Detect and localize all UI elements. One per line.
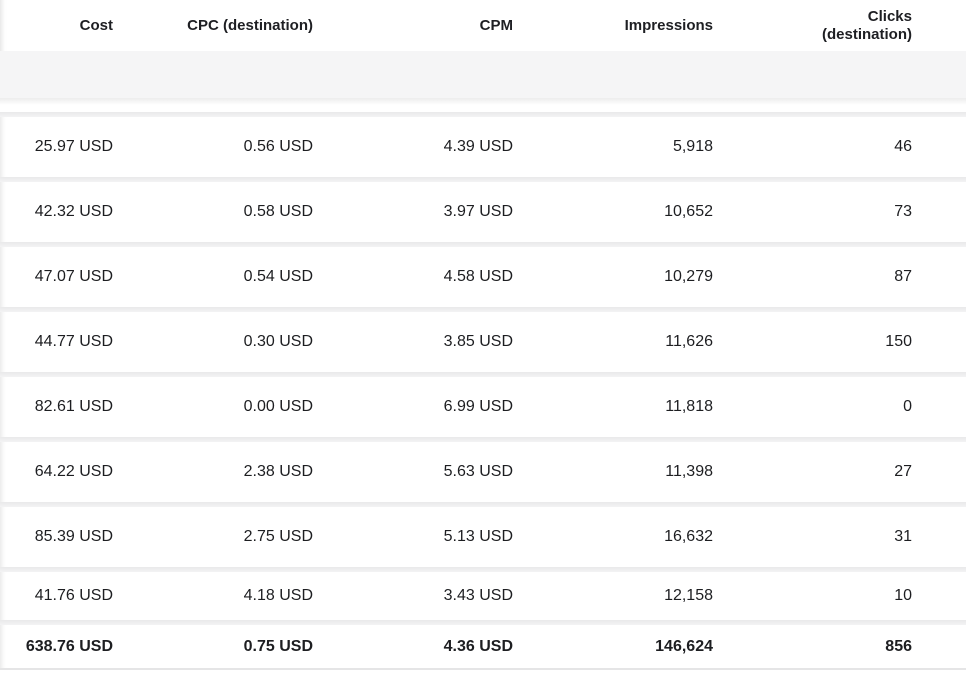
cell-cpm: 3.85 USD: [443, 333, 513, 350]
table-row[interactable]: 44.77 USD 0.30 USD 3.85 USD 11,626 150: [0, 312, 966, 372]
summary-band: [0, 51, 966, 98]
cell-cost: 25.97 USD: [34, 138, 113, 155]
table-row[interactable]: 85.39 USD 2.75 USD 5.13 USD 16,632 31: [0, 507, 966, 567]
total-cost: 638.76 USD: [25, 637, 113, 655]
row-separator: [0, 242, 966, 247]
table-row[interactable]: 47.07 USD 0.54 USD 4.58 USD 10,279 87: [0, 247, 966, 307]
cell-cpm: 5.13 USD: [443, 528, 513, 545]
cell-impressions: 16,632: [664, 528, 713, 545]
column-header-clicks-label: Clicks (destination): [822, 7, 912, 43]
column-header-impressions[interactable]: Impressions: [624, 16, 713, 34]
total-clicks: 856: [885, 637, 912, 655]
cell-cost: 42.32 USD: [34, 203, 113, 220]
cell-cpm: 3.97 USD: [443, 203, 513, 220]
total-impressions: 146,624: [655, 637, 713, 655]
table-row[interactable]: 41.76 USD 4.18 USD 3.43 USD 12,158 10: [0, 572, 966, 620]
cell-impressions: 11,818: [665, 398, 713, 415]
column-header-cpc-destination[interactable]: CPC (destination): [187, 16, 313, 34]
cell-clicks: 87: [894, 268, 912, 285]
cell-cost: 64.22 USD: [34, 463, 113, 480]
cell-cpm: 4.39 USD: [443, 138, 513, 155]
cell-cpc: 4.18 USD: [243, 587, 313, 604]
cell-cost: 44.77 USD: [34, 333, 113, 350]
column-header-cpm[interactable]: CPM: [479, 16, 513, 34]
cell-cost: 47.07 USD: [34, 268, 113, 285]
cell-cpc: 0.00 USD: [243, 398, 313, 415]
header-drop-shadow: [0, 98, 966, 105]
cell-impressions: 10,652: [664, 203, 713, 220]
table-row[interactable]: 64.22 USD 2.38 USD 5.63 USD 11,398 27: [0, 442, 966, 502]
cell-clicks: 27: [894, 463, 912, 480]
row-separator: [0, 372, 966, 377]
cell-cpc: 2.75 USD: [243, 528, 313, 545]
cell-impressions: 12,158: [664, 587, 713, 604]
cell-impressions: 5,918: [672, 138, 713, 155]
cell-clicks: 10: [894, 587, 912, 604]
cell-clicks: 31: [894, 528, 912, 545]
cell-impressions: 11,626: [665, 333, 713, 350]
column-header-clicks-destination[interactable]: Clicks (destination): [715, 8, 914, 44]
table-row[interactable]: 25.97 USD 0.56 USD 4.39 USD 5,918 46: [0, 117, 966, 177]
cell-cpm: 5.63 USD: [443, 463, 513, 480]
cell-cpc: 2.38 USD: [243, 463, 313, 480]
table-header-row: Cost CPC (destination) CPM Impressions C…: [0, 0, 966, 51]
cell-cpc: 0.54 USD: [243, 268, 313, 285]
row-separator: [0, 437, 966, 442]
cell-cpm: 3.43 USD: [443, 587, 513, 604]
cell-cpc: 0.56 USD: [243, 138, 313, 155]
cell-clicks: 0: [903, 398, 912, 415]
row-separator: [0, 620, 966, 625]
band-gap: [0, 105, 966, 112]
cell-cpc: 0.58 USD: [243, 203, 313, 220]
cell-impressions: 10,279: [664, 268, 713, 285]
cell-clicks: 73: [894, 203, 912, 220]
cell-cpc: 0.30 USD: [243, 333, 313, 350]
row-separator: [0, 567, 966, 572]
column-header-cost[interactable]: Cost: [79, 16, 113, 34]
row-separator: [0, 177, 966, 182]
cell-cost: 85.39 USD: [34, 528, 113, 545]
cell-clicks: 46: [894, 138, 912, 155]
cell-cost: 82.61 USD: [34, 398, 113, 415]
cell-clicks: 150: [885, 333, 912, 350]
cell-cost: 41.76 USD: [34, 587, 113, 604]
row-separator: [0, 502, 966, 507]
row-separator: [0, 112, 966, 117]
total-cpc: 0.75 USD: [243, 637, 313, 655]
table-total-row: 638.76 USD 0.75 USD 4.36 USD 146,624 856: [0, 625, 966, 670]
row-separator: [0, 307, 966, 312]
table-row[interactable]: 82.61 USD 0.00 USD 6.99 USD 11,818 0: [0, 377, 966, 437]
total-cpm: 4.36 USD: [443, 637, 513, 655]
cell-cpm: 4.58 USD: [443, 268, 513, 285]
cell-impressions: 11,398: [665, 463, 713, 480]
cell-cpm: 6.99 USD: [443, 398, 513, 415]
table-row[interactable]: 42.32 USD 0.58 USD 3.97 USD 10,652 73: [0, 182, 966, 242]
